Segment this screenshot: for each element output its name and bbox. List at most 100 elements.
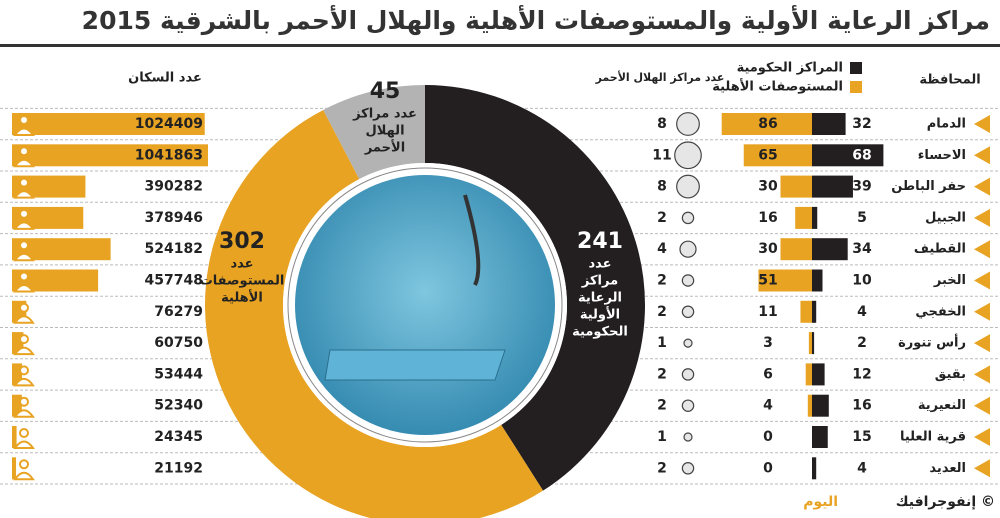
bubble xyxy=(681,368,695,381)
bar xyxy=(12,363,23,386)
value-label: 10 xyxy=(852,273,872,289)
legend-swatch xyxy=(850,81,862,93)
value-label: 1 xyxy=(657,335,667,351)
category-label: قرية العليا xyxy=(900,430,966,445)
value-label: 51 xyxy=(758,273,777,289)
row-marker xyxy=(974,365,990,384)
donut-label: الأهلية xyxy=(221,289,263,306)
row-marker xyxy=(974,271,990,290)
row-marker xyxy=(974,208,990,227)
donut-label: المستوصفات xyxy=(200,274,285,289)
value-label: 0 xyxy=(763,429,773,445)
bubble xyxy=(676,174,700,199)
bar xyxy=(812,113,846,135)
bubble xyxy=(676,112,700,136)
value-label: 60750 xyxy=(154,335,203,351)
bubble xyxy=(683,432,693,442)
bar xyxy=(795,206,812,229)
bubble xyxy=(679,240,697,258)
row-marker xyxy=(974,146,990,165)
donut-segment xyxy=(323,85,425,180)
value-label: 86 xyxy=(758,116,777,132)
person-icon xyxy=(19,115,29,125)
category-label: الخبر xyxy=(933,273,966,288)
value-label: 2 xyxy=(857,335,867,351)
person-icon xyxy=(19,302,29,313)
person-icon xyxy=(19,428,29,438)
photo xyxy=(295,175,555,435)
value-label: 0 xyxy=(763,460,773,476)
brand: اليوم xyxy=(803,494,838,510)
category-label: الدمام xyxy=(927,117,966,132)
value-label: 4 xyxy=(657,241,667,257)
bar xyxy=(12,238,111,261)
value-label: 2 xyxy=(657,210,667,226)
bar xyxy=(812,332,815,355)
person-icon xyxy=(13,252,35,262)
bar xyxy=(812,394,829,417)
donut-label: مراكز xyxy=(581,274,618,289)
person-icon xyxy=(19,334,29,345)
value-label: 8 xyxy=(657,179,667,195)
row-marker xyxy=(974,459,990,478)
person-icon xyxy=(13,190,35,199)
value-label: 32 xyxy=(852,116,871,132)
bar xyxy=(812,457,817,480)
category-label: بقيق xyxy=(935,367,966,382)
photo-clipboard xyxy=(324,349,506,381)
value-label: 16 xyxy=(758,210,777,226)
donut-label: الأولية xyxy=(580,306,620,323)
person-icon xyxy=(19,396,29,407)
value-label: 24345 xyxy=(154,429,203,445)
donut-label: الهلال xyxy=(365,124,404,139)
value-label: 21192 xyxy=(154,460,203,476)
row-marker xyxy=(974,334,990,353)
value-label: 2 xyxy=(657,460,667,476)
person-icon xyxy=(13,471,35,481)
bar xyxy=(12,269,99,292)
donut-label: عدد xyxy=(230,257,253,272)
bubble xyxy=(681,462,695,475)
person-icon xyxy=(19,459,29,470)
donut-value: 45 xyxy=(370,79,401,104)
bubble xyxy=(681,211,695,225)
donut-value: 241 xyxy=(577,229,623,254)
bar xyxy=(721,113,812,135)
category-label: حفر الباطن xyxy=(891,179,966,194)
bar xyxy=(812,300,817,323)
row-marker xyxy=(974,428,990,446)
donut-value: 302 xyxy=(219,229,265,254)
bar xyxy=(12,457,16,480)
person-icon xyxy=(13,440,35,449)
bar xyxy=(812,144,884,167)
bar xyxy=(12,206,84,229)
bar xyxy=(812,363,825,386)
value-label: 11 xyxy=(758,304,777,320)
title-rule xyxy=(0,44,1000,47)
bar xyxy=(800,300,812,323)
donut-label: عدد مراكز xyxy=(352,107,417,122)
person-icon xyxy=(19,208,29,219)
bar xyxy=(12,144,208,167)
bar xyxy=(805,363,812,386)
value-label: 53444 xyxy=(154,366,203,382)
value-label: 39 xyxy=(852,179,871,195)
value-label: 30 xyxy=(758,241,778,257)
photo-ring-line xyxy=(287,167,563,443)
person-icon xyxy=(13,377,35,387)
bar xyxy=(780,175,812,198)
category-header: المحافظة xyxy=(919,73,980,88)
bar xyxy=(12,113,205,135)
value-label: 34 xyxy=(852,241,872,257)
donut-label: عدد xyxy=(588,257,611,272)
donut-label: الرعاية xyxy=(578,291,622,306)
bubble xyxy=(681,305,695,319)
category-label: النعيرية xyxy=(918,398,966,413)
value-label: 390282 xyxy=(145,179,203,195)
person-icon xyxy=(13,284,35,293)
person-icon xyxy=(19,271,29,282)
value-label: 2 xyxy=(657,366,667,382)
person-icon xyxy=(13,315,35,324)
